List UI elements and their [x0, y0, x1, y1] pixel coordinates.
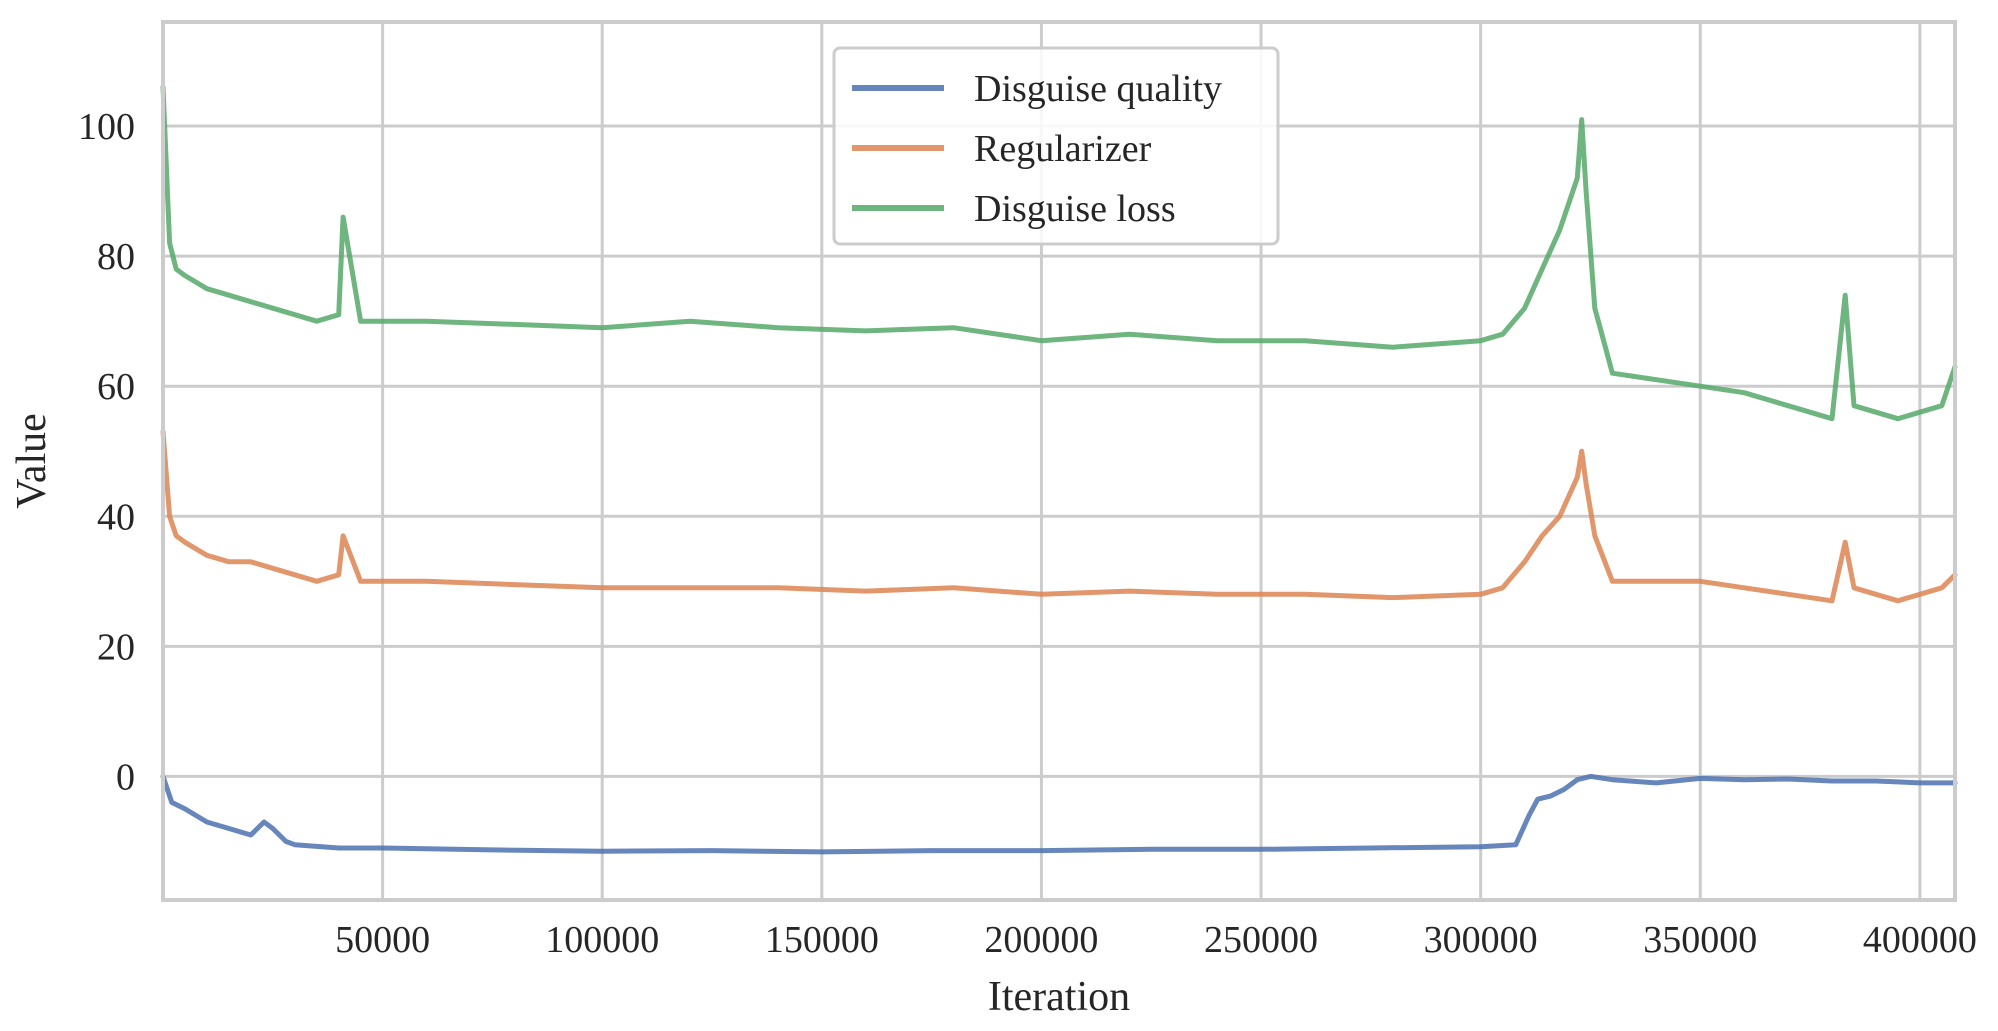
series-line-disguise-quality: [160, 773, 1958, 855]
y-tick-label: 80: [97, 236, 135, 278]
legend-label: Disguise quality: [974, 68, 1222, 110]
series-line-disguise-loss: [160, 84, 1958, 422]
y-tick-labels: 0 20 40 60 80 100: [78, 106, 135, 798]
y-tick-label: 100: [78, 106, 135, 148]
series-line-regularizer: [160, 429, 1958, 604]
x-tick-label: 250000: [1204, 919, 1318, 961]
x-tick-labels: 50000 100000 150000 200000 250000 300000 35000…: [335, 919, 1977, 961]
x-tick-label: 150000: [765, 919, 879, 961]
y-tick-label: 0: [116, 756, 135, 798]
legend: Disguise quality Regularizer Disguise loss: [832, 46, 1280, 246]
x-tick-label: 200000: [984, 919, 1098, 961]
x-tick-label: 300000: [1424, 919, 1538, 961]
x-tick-label: 400000: [1863, 919, 1977, 961]
y-tick-label: 20: [97, 626, 135, 668]
legend-box: [832, 46, 1280, 246]
x-tick-label: 350000: [1643, 919, 1757, 961]
legend-label: Regularizer: [974, 128, 1152, 170]
legend-label: Disguise loss: [974, 188, 1176, 230]
y-tick-label: 40: [97, 496, 135, 538]
x-axis-title: Iteration: [988, 974, 1130, 1020]
series-layer: [160, 84, 1958, 855]
x-tick-label: 100000: [545, 919, 659, 961]
y-tick-label: 60: [97, 366, 135, 408]
plot-frame: [161, 20, 1957, 902]
y-axis-title: Value: [9, 413, 55, 509]
x-tick-label: 50000: [335, 919, 430, 961]
